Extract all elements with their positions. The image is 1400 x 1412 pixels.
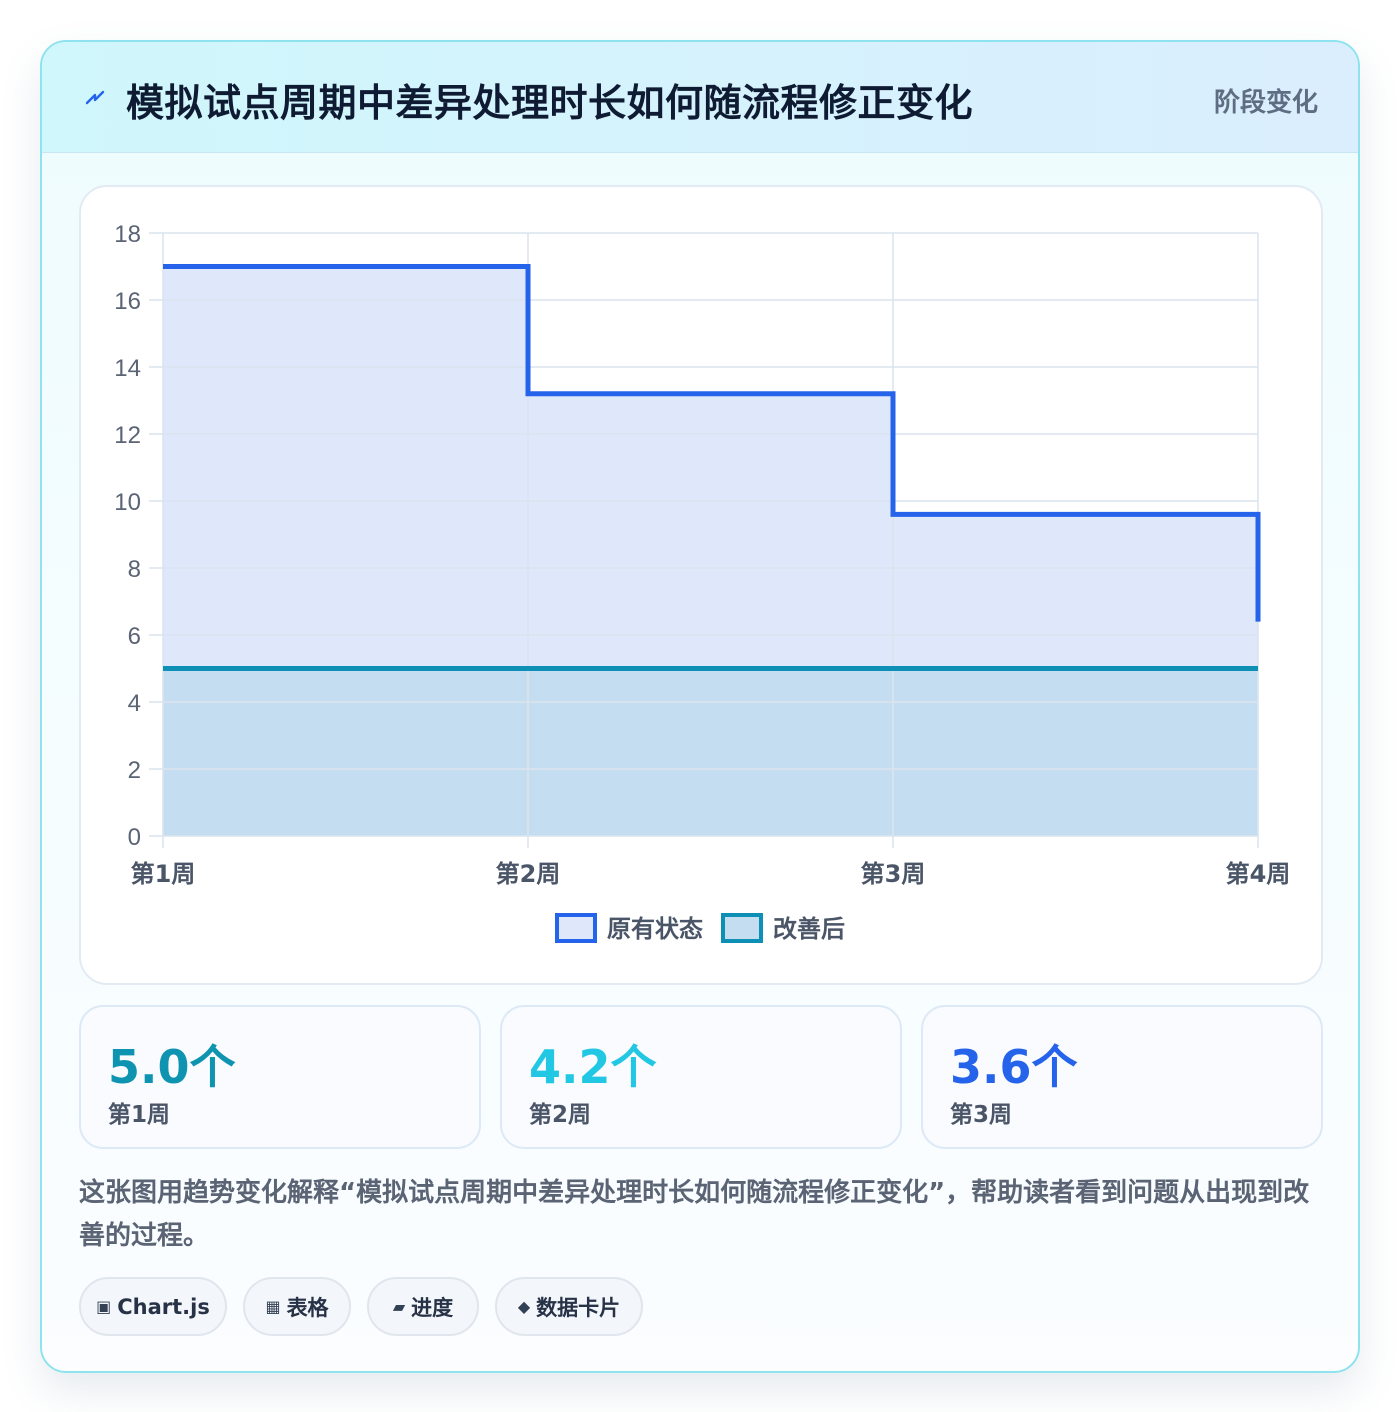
page-title: 模拟试点周期中差异处理时长如何随流程修正变化 [126,81,974,125]
y-tick-label: 6 [128,623,141,650]
chip-data-card[interactable]: ◆ 数据卡片 [495,1277,643,1336]
series-area [163,668,1258,836]
card-icon: ◆ [517,1297,531,1316]
chip-label: 表格 [286,1295,329,1320]
y-tick-label: 8 [128,556,141,583]
x-tick-label: 第4周 [1226,860,1291,888]
progress-icon: ▰ [392,1297,406,1316]
stat-value: 3.6个 [950,1040,1078,1094]
y-tick-label: 2 [128,757,141,784]
stat-card: 3.6个 第3周 [921,1005,1323,1149]
x-tick-label: 第3周 [861,860,926,888]
chart-description: 这张图用趋势变化解释“模拟试点周期中差异处理时长如何随流程修正变化”，帮助读者看… [79,1178,1310,1251]
chip-table[interactable]: ▦ 表格 [243,1277,351,1336]
y-tick-label: 16 [114,288,141,315]
series-line [163,264,1261,622]
legend-swatch [555,913,597,943]
y-tick-label: 12 [114,422,141,449]
stat-label: 第1周 [108,1102,171,1128]
chip-chartjs[interactable]: ▣ Chart.js [79,1277,227,1336]
stat-card: 4.2个 第2周 [500,1005,902,1149]
y-tick-label: 18 [114,221,141,248]
y-tick-label: 10 [114,489,141,516]
stat-value: 5.0个 [108,1040,236,1094]
stage-tag: 阶段变化 [1213,88,1318,118]
table-icon: ▦ [265,1297,281,1316]
y-tick-label: 14 [114,355,141,382]
y-tick-label: 0 [128,824,141,851]
stat-label: 第2周 [529,1102,592,1128]
chart-card: 模拟试点周期中差异处理时长如何随流程修正变化 阶段变化 0 2 4 6 8 10 12 14 1… [40,40,1360,1373]
x-tick-label: 第1周 [131,860,196,888]
chip-progress[interactable]: ▰ 进度 [367,1277,479,1336]
chart-icon: ▣ [96,1297,112,1316]
stat-card: 5.0个 第1周 [79,1005,481,1149]
legend-label: 改善后 [773,915,845,943]
chart-panel: 0 2 4 6 8 10 12 14 16 18 第1周 第2周 第3周 第4周原有状态 改善后 [79,185,1323,985]
lightning-icon [85,90,105,105]
y-tick-label: 4 [128,690,141,717]
chip-label: 数据卡片 [536,1295,621,1320]
x-tick-label: 第2周 [496,860,561,888]
stat-label: 第3周 [950,1102,1013,1128]
chip-label: 进度 [411,1295,454,1320]
legend-label: 原有状态 [607,915,703,943]
card-header: 模拟试点周期中差异处理时长如何随流程修正变化 阶段变化 [42,42,1358,153]
stat-value: 4.2个 [529,1040,657,1094]
legend-swatch [721,913,763,943]
chip-label: Chart.js [117,1294,210,1319]
